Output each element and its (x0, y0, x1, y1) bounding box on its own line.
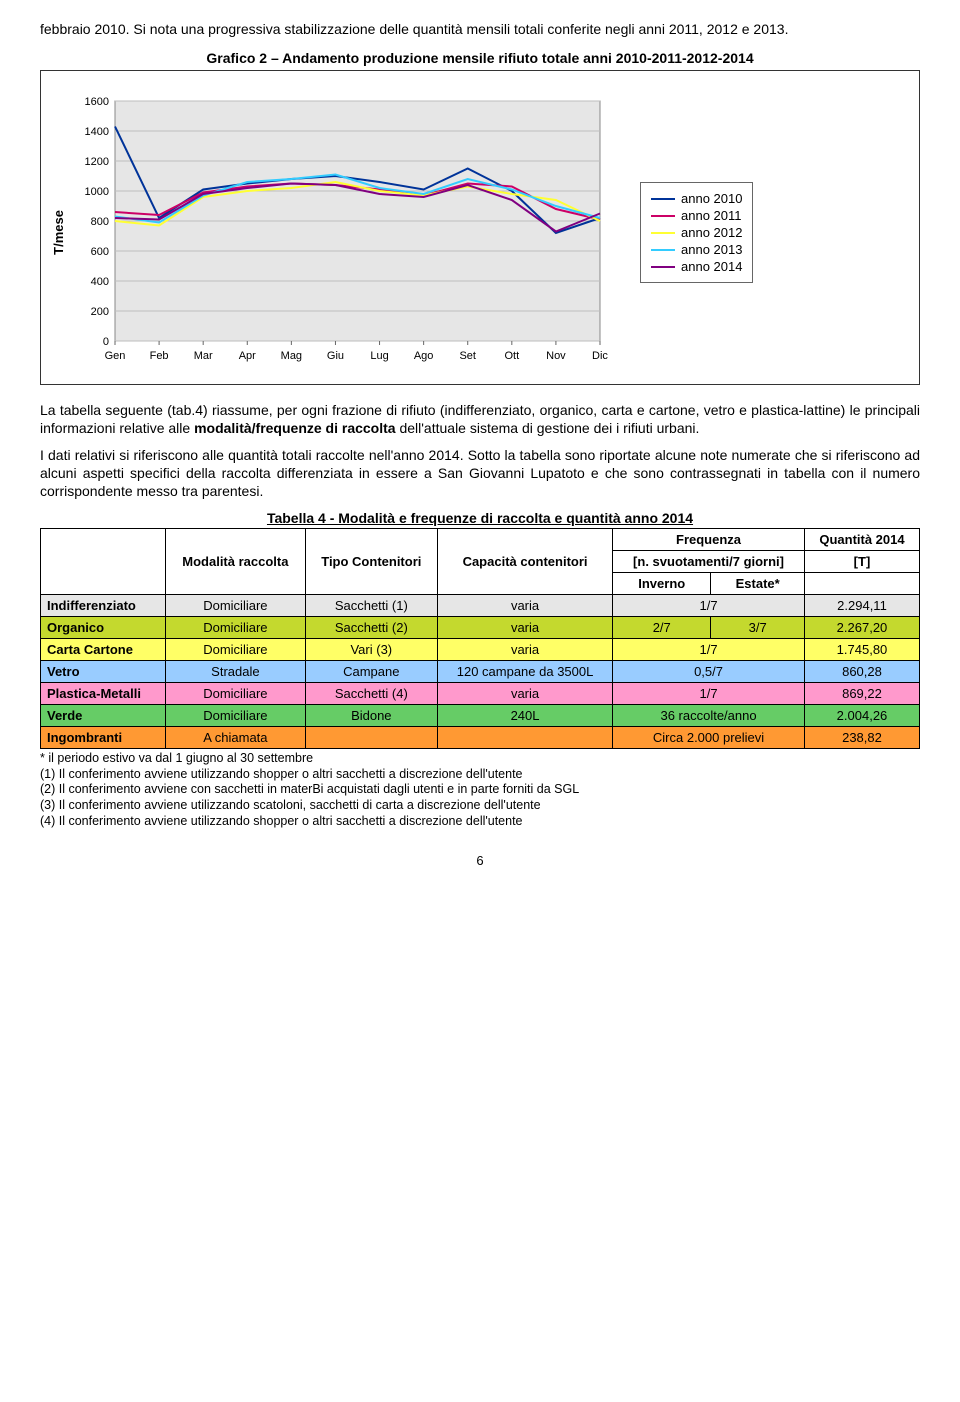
svg-text:Gen: Gen (105, 350, 126, 362)
table-row: Carta CartoneDomiciliareVari (3)varia1/7… (41, 639, 920, 661)
chart-container: T/mese 0 200 400 600 800 1000 1200 1400 1600 Gen F… (40, 70, 920, 385)
legend-item: anno 2012 (651, 225, 742, 240)
legend-item: anno 2014 (651, 259, 742, 274)
svg-text:1600: 1600 (85, 96, 109, 108)
th-cap: Capacità contenitori (438, 529, 613, 595)
note-line: * il periodo estivo va dal 1 giugno al 3… (40, 751, 920, 767)
chart-ylabel: T/mese (51, 210, 66, 255)
svg-text:Ago: Ago (414, 350, 434, 362)
th-inverno: Inverno (613, 573, 711, 595)
th-qta-unit: [T] (804, 551, 919, 573)
th-blank (41, 529, 166, 595)
svg-text:Giu: Giu (327, 350, 344, 362)
line-chart: 0 200 400 600 800 1000 1200 1400 1600 Gen Feb Mar Ap… (70, 91, 610, 371)
svg-text:0: 0 (103, 336, 109, 348)
note-line: (4) Il conferimento avviene utilizzando … (40, 814, 920, 830)
th-qta-blank (804, 573, 919, 595)
th-mod: Modalità raccolta (166, 529, 305, 595)
legend-item: anno 2013 (651, 242, 742, 257)
th-tipo: Tipo Contenitori (305, 529, 437, 595)
table4: Modalità raccolta Tipo Contenitori Capac… (40, 528, 920, 749)
th-freq-sub: [n. svuotamenti/7 giorni] (613, 551, 805, 573)
chart-legend: anno 2010 anno 2011 anno 2012 anno 2013 anno… (640, 182, 753, 283)
th-freq: Frequenza (613, 529, 805, 551)
svg-text:Dic: Dic (592, 350, 608, 362)
table-row: IndifferenziatoDomiciliareSacchetti (1)v… (41, 595, 920, 617)
svg-text:1000: 1000 (85, 186, 109, 198)
table-row: VerdeDomiciliareBidone240L36 raccolte/an… (41, 705, 920, 727)
svg-text:1200: 1200 (85, 156, 109, 168)
svg-text:Feb: Feb (150, 350, 169, 362)
table-notes: * il periodo estivo va dal 1 giugno al 3… (40, 751, 920, 829)
svg-text:Set: Set (459, 350, 476, 362)
legend-item: anno 2010 (651, 191, 742, 206)
svg-text:Apr: Apr (239, 350, 256, 362)
table4-title: Tabella 4 - Modalità e frequenze di racc… (40, 510, 920, 526)
intro-paragraph: febbraio 2010. Si nota una progressiva s… (40, 20, 920, 38)
svg-text:Mag: Mag (281, 350, 302, 362)
table-row: VetroStradaleCampane120 campane da 3500L… (41, 661, 920, 683)
table-row: Plastica-MetalliDomiciliareSacchetti (4)… (41, 683, 920, 705)
paragraph-2: La tabella seguente (tab.4) riassume, pe… (40, 401, 920, 437)
page-number: 6 (40, 853, 920, 868)
svg-text:200: 200 (91, 306, 109, 318)
th-estate: Estate* (711, 573, 805, 595)
legend-item: anno 2011 (651, 208, 742, 223)
svg-text:800: 800 (91, 216, 109, 228)
svg-text:600: 600 (91, 246, 109, 258)
svg-text:Lug: Lug (370, 350, 388, 362)
note-line: (3) Il conferimento avviene utilizzando … (40, 798, 920, 814)
th-qta: Quantità 2014 (804, 529, 919, 551)
svg-text:Ott: Ott (504, 350, 519, 362)
chart-title: Grafico 2 – Andamento produzione mensile… (40, 50, 920, 66)
table-row: OrganicoDomiciliareSacchetti (2)varia2/7… (41, 617, 920, 639)
svg-text:400: 400 (91, 276, 109, 288)
svg-text:1400: 1400 (85, 126, 109, 138)
paragraph-3: I dati relativi si riferiscono alle quan… (40, 446, 920, 501)
svg-text:Nov: Nov (546, 350, 566, 362)
note-line: (2) Il conferimento avviene con sacchett… (40, 782, 920, 798)
table-row: IngombrantiA chiamataCirca 2.000 preliev… (41, 727, 920, 749)
svg-text:Mar: Mar (194, 350, 213, 362)
note-line: (1) Il conferimento avviene utilizzando … (40, 767, 920, 783)
